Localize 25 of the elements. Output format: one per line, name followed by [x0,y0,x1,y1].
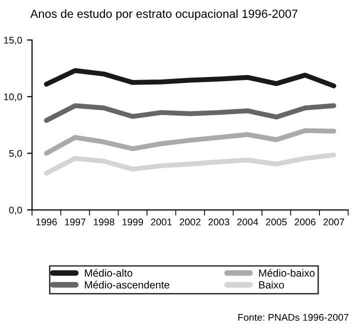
legend-label: Médio-alto [84,268,132,277]
x-tick-label: 1997 [65,218,86,226]
chart-title: Anos de estudo por estrato ocupacional 1996-2007 [30,9,298,20]
y-tick-label: 10,0 [4,93,22,102]
legend-label: Médio-ascendente [84,280,170,289]
line-series [44,128,336,156]
x-tick-label: 1996 [36,218,57,226]
y-tick-label: 0,0 [9,206,22,215]
line-series [44,68,336,88]
x-tick-label: 2003 [208,218,230,226]
x-tick-label: 2002 [180,218,200,226]
x-tick-label: 2007 [323,218,344,226]
x-tick-label: 2005 [266,218,287,226]
line-series [44,152,336,176]
y-tick-label: 15,0 [4,36,22,45]
legend-label: Médio-baixo [259,268,315,277]
x-tick-label: 2001 [151,218,172,226]
x-tick-label: 1999 [122,218,143,226]
x-tick-label: 1998 [94,218,114,226]
x-tick-label: 2004 [237,218,258,226]
x-tick-label: 2006 [294,218,316,226]
legend-label: Baixo [259,280,284,289]
y-tick-label: 5,0 [9,150,22,158]
source-note: Fonte: PNADs 1996-2007 [238,314,348,321]
line-series [44,103,336,123]
